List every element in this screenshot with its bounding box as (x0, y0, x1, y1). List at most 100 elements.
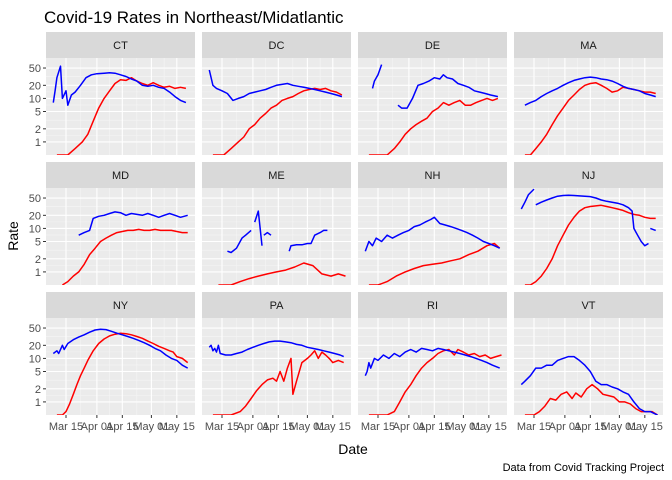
x-tick-label: May 15 (315, 421, 351, 433)
series-lines (208, 340, 345, 415)
series-lines (520, 188, 656, 285)
panel-background (202, 188, 351, 285)
panel-background (46, 188, 195, 285)
x-axis-title: Date (338, 441, 368, 457)
strip-nh (358, 162, 507, 188)
panel-background (514, 58, 663, 155)
y-tick-label: 2 (35, 124, 41, 136)
strip-label-me: ME (268, 170, 285, 182)
strip-ma (514, 32, 663, 58)
red-series-line (218, 262, 346, 285)
panel-de: DE (358, 32, 507, 155)
x-tick-label: Apr 01 (237, 421, 269, 433)
strip-vt (514, 292, 663, 318)
series-lines (52, 65, 187, 155)
x-tick-label: May 15 (159, 421, 195, 433)
series-lines (52, 328, 189, 415)
blue-series-line (397, 74, 499, 109)
series-lines (524, 76, 656, 155)
red-series-line (212, 350, 344, 415)
blue-series-line (524, 76, 656, 106)
strip-label-nh: NH (425, 170, 441, 182)
red-series-line (524, 204, 656, 285)
strip-label-ma: MA (580, 40, 597, 52)
red-series-line (212, 87, 343, 155)
strip-me (202, 162, 351, 188)
y-tick-label: 1 (35, 397, 41, 409)
caption: Data from Covid Tracking Project (503, 462, 664, 474)
strip-ct (46, 32, 195, 58)
blue-series-line (650, 227, 656, 232)
blue-series-line (263, 231, 272, 236)
blue-series-line (364, 347, 500, 376)
strip-label-dc: DC (269, 40, 285, 52)
red-series-line (56, 76, 187, 155)
strip-label-vt: VT (581, 300, 595, 312)
strip-ny (46, 292, 195, 318)
red-series-line (524, 383, 658, 415)
panel-vt: VT (514, 292, 663, 415)
series-lines (520, 355, 658, 415)
panel-ri: RI (358, 292, 507, 415)
panel-me: ME (202, 162, 351, 285)
strip-label-md: MD (112, 170, 129, 182)
y-tick-label: 50 (29, 323, 41, 335)
strip-md (46, 162, 195, 188)
y-tick-label: 20 (29, 80, 41, 92)
y-tick-label: 1 (35, 137, 41, 149)
panel-dc: DC (202, 32, 351, 155)
x-tick-label: May 01 (601, 421, 637, 433)
series-lines (62, 211, 188, 285)
x-tick-label: May 15 (627, 421, 663, 433)
blue-series-line (371, 64, 383, 89)
y-tick-label: 5 (35, 237, 41, 249)
blue-series-line (208, 340, 345, 358)
panel-ct: CT (46, 32, 195, 155)
facet-panels: CT DC DE MA MD ME NH NJ NY PA RI VT (46, 32, 663, 415)
x-tick-label: May 15 (471, 421, 507, 433)
y-tick-label: 20 (29, 210, 41, 222)
strip-label-pa: PA (270, 300, 285, 312)
panel-background (358, 58, 507, 155)
strip-ri (358, 292, 507, 318)
panel-background (358, 318, 507, 415)
panel-background (202, 318, 351, 415)
y-tick-label: 2 (35, 254, 41, 266)
blue-series-line (78, 211, 188, 236)
y-tick-label: 10 (29, 223, 41, 235)
y-tick-label: 50 (29, 63, 41, 75)
y-tick-label: 10 (29, 353, 41, 365)
series-lines (364, 216, 501, 285)
strip-nj (514, 162, 663, 188)
x-tick-label: Mar 15 (517, 421, 551, 433)
blue-series-line (208, 69, 343, 102)
y-tick-label: 2 (35, 384, 41, 396)
y-tick-label: 20 (29, 340, 41, 352)
blue-series-line (253, 210, 263, 246)
red-series-line (368, 97, 499, 155)
x-tick-label: May 01 (289, 421, 325, 433)
y-tick-label: 1 (35, 267, 41, 279)
red-series-line (62, 228, 188, 285)
series-lines (218, 210, 346, 285)
x-tick-label: Apr 01 (393, 421, 425, 433)
panel-background (202, 58, 351, 155)
strip-label-de: DE (425, 40, 440, 52)
panel-background (46, 58, 195, 155)
strip-label-ny: NY (113, 300, 129, 312)
red-series-line (368, 348, 502, 415)
red-series-line (368, 242, 501, 285)
strip-label-ri: RI (427, 300, 438, 312)
x-tick-label: Apr 15 (574, 421, 606, 433)
panel-background (514, 188, 663, 285)
strip-label-ct: CT (113, 40, 128, 52)
x-tick-label: Apr 15 (106, 421, 138, 433)
series-lines (364, 347, 502, 415)
x-tick-label: Apr 15 (418, 421, 450, 433)
panel-nj: NJ (514, 162, 663, 285)
blue-series-line (520, 355, 658, 415)
chart-title: Covid-19 Rates in Northeast/Midatlantic (44, 8, 344, 27)
